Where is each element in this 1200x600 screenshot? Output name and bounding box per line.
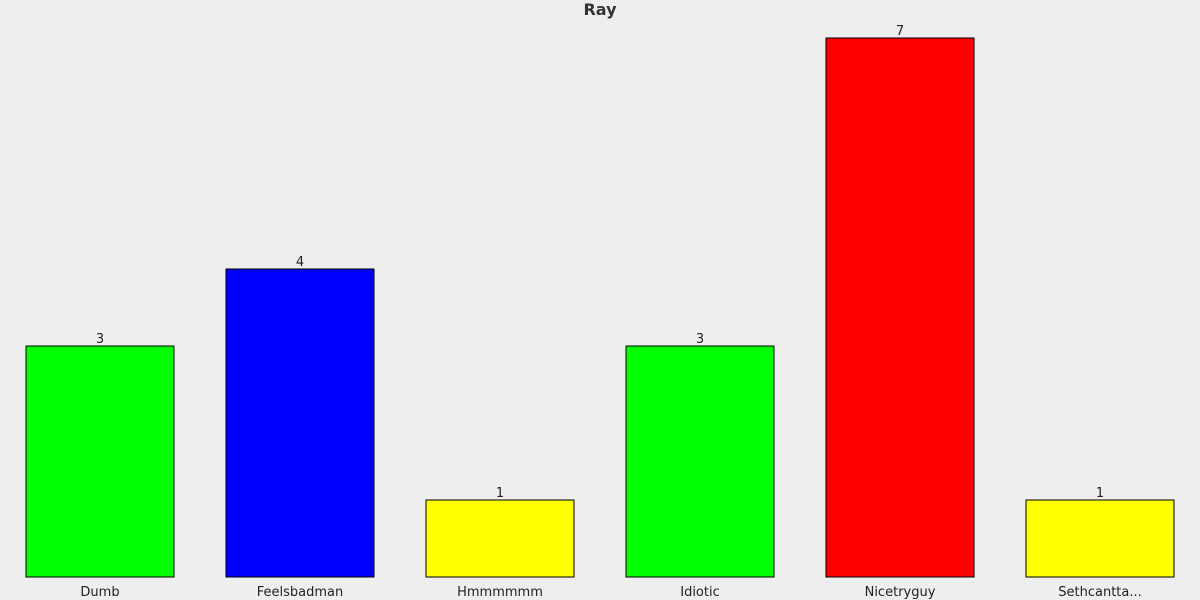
value-label-5: 1 [1096,486,1104,501]
value-label-0: 3 [96,332,104,347]
value-label-2: 1 [496,486,504,501]
bar-2 [425,499,575,578]
category-label-2: Hmmmmmm [457,585,543,600]
bar-0 [25,345,175,578]
bar-3 [625,345,775,578]
value-label-4: 7 [896,24,904,39]
category-label-5: Sethcantta... [1058,585,1142,600]
category-label-0: Dumb [80,585,119,600]
category-label-1: Feelsbadman [257,585,344,600]
value-label-3: 3 [696,332,704,347]
category-label-4: Nicetryguy [865,585,936,600]
value-label-1: 4 [296,255,304,270]
bar-1 [225,268,375,578]
category-label-3: Idiotic [680,585,720,600]
bar-4 [825,37,975,578]
chart-title: Ray [583,0,617,19]
bar-5 [1025,499,1175,578]
